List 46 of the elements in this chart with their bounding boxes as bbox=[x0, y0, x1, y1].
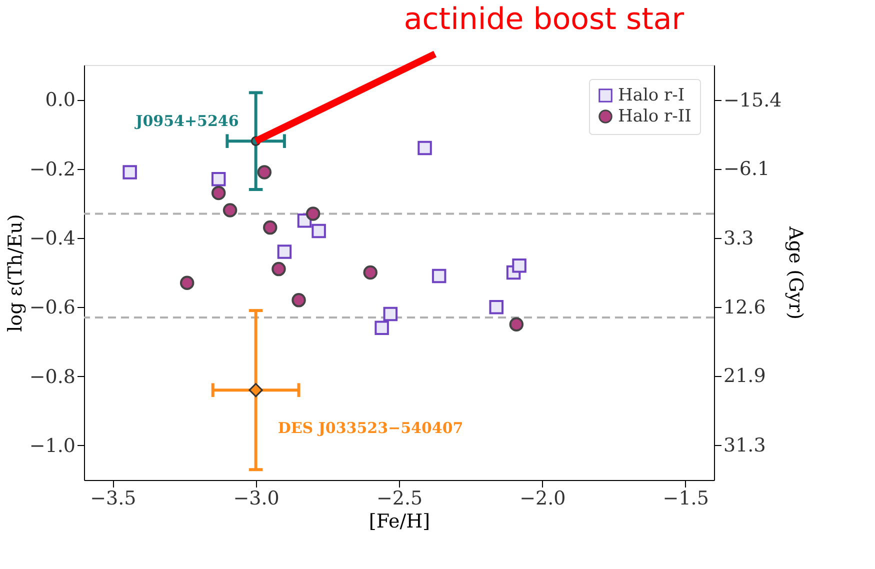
y2-tick-label: −15.4 bbox=[724, 89, 782, 112]
point bbox=[509, 317, 524, 332]
y-tick-label: −0.6 bbox=[29, 296, 76, 319]
y2-tick-label: −6.1 bbox=[724, 158, 770, 180]
point bbox=[211, 186, 226, 200]
legend-label: Halo r-I bbox=[618, 86, 685, 106]
y-axis-title: log ε(Th/Eu) bbox=[4, 214, 26, 332]
x-tick-label: −3.0 bbox=[233, 488, 280, 510]
point bbox=[263, 220, 278, 235]
x-tick-label: −2.5 bbox=[376, 488, 423, 510]
point bbox=[257, 165, 272, 180]
y-tick-label: −1.0 bbox=[29, 434, 76, 457]
y2-tick-label: 31.3 bbox=[724, 434, 766, 457]
y-tick-label: 0.0 bbox=[45, 89, 76, 112]
series-label: J0954+5246 bbox=[134, 112, 239, 130]
point bbox=[432, 268, 446, 284]
x-tick-label: −3.5 bbox=[90, 488, 136, 510]
point bbox=[312, 224, 326, 238]
point bbox=[248, 383, 263, 398]
annotation: actinide boost star bbox=[404, 2, 685, 37]
y2-axis-title: Age (Gyr) bbox=[784, 226, 807, 320]
point bbox=[374, 320, 389, 335]
point bbox=[272, 262, 286, 276]
point bbox=[277, 244, 292, 259]
y-tick-label: −0.8 bbox=[29, 366, 76, 388]
point bbox=[306, 206, 320, 221]
y-tick-label: −0.4 bbox=[29, 227, 76, 250]
point bbox=[211, 172, 226, 186]
text: DES J033523−540407 bbox=[278, 419, 464, 438]
point bbox=[180, 276, 194, 290]
x-axis-title: [Fe/H] bbox=[368, 510, 430, 532]
point bbox=[383, 306, 398, 322]
point bbox=[418, 140, 432, 156]
x-tick-label: −2.0 bbox=[520, 488, 566, 510]
y2-tick-label: 21.9 bbox=[724, 365, 766, 388]
point bbox=[292, 293, 306, 308]
legend-label: Halo r-II bbox=[618, 106, 692, 126]
x-tick-label: −1.5 bbox=[662, 488, 709, 510]
point bbox=[512, 258, 526, 273]
y-tick-label: −0.2 bbox=[29, 158, 76, 180]
point bbox=[222, 203, 238, 218]
y2-tick-label: 3.3 bbox=[724, 228, 754, 250]
y2-tick-label: 12.6 bbox=[724, 296, 766, 318]
point bbox=[122, 165, 137, 180]
point bbox=[363, 265, 378, 280]
point bbox=[489, 300, 504, 314]
